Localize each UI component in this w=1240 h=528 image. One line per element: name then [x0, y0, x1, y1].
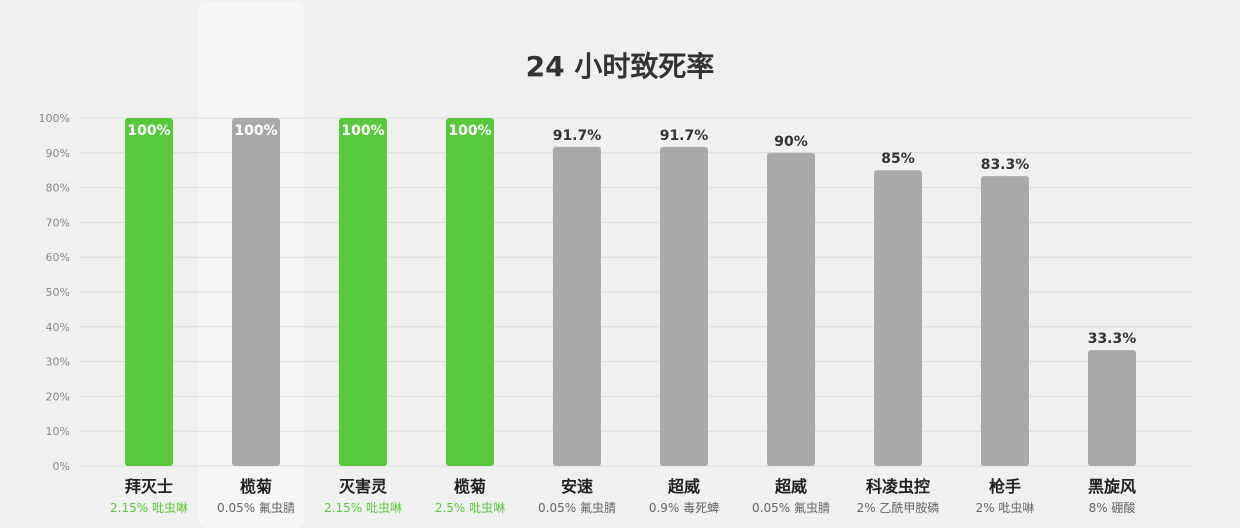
y-tick-label: 50%	[46, 286, 70, 299]
bar	[767, 152, 815, 467]
bar-value-label: 100%	[127, 123, 170, 139]
bar	[339, 118, 387, 466]
bar	[1088, 350, 1136, 466]
bar-value-label: 91.7%	[553, 128, 602, 144]
y-tick-label: 0%	[53, 460, 70, 473]
y-tick-label: 30%	[46, 356, 70, 369]
category-subtitle: 0.05% 氟虫腈	[217, 501, 295, 515]
category-label: 超威	[774, 477, 807, 496]
bar-value-label: 100%	[234, 123, 277, 139]
category-label: 拜灭士	[125, 477, 173, 496]
y-tick-label: 100%	[39, 112, 70, 125]
category-subtitle: 2% 乙酰甲胺磷	[857, 500, 940, 515]
category-subtitle: 2% 吡虫啉	[976, 501, 1035, 515]
category-label: 榄菊	[454, 477, 486, 496]
bar-value-label: 83.3%	[981, 157, 1030, 173]
y-tick-label: 20%	[46, 390, 70, 403]
y-tick-label: 60%	[46, 251, 70, 264]
bar	[553, 146, 601, 466]
bar-value-label: 33.3%	[1088, 331, 1137, 347]
bar-value-label: 90%	[774, 134, 808, 150]
category-subtitle: 8% 硼酸	[1089, 500, 1136, 515]
bar-labels: 100% 拜灭士 2.15% 吡虫啉 100% 榄菊 0.05% 氟虫腈 100% 灭害灵 2.…	[110, 123, 1136, 515]
bar-value-label: 85%	[881, 151, 915, 167]
bars	[125, 118, 1136, 467]
category-subtitle: 0.05% 氟虫腈	[538, 501, 616, 515]
category-subtitle: 2.15% 吡虫啉	[324, 501, 402, 515]
bar-value-label: 100%	[448, 123, 491, 139]
chart-title: 24 小时致死率	[526, 50, 715, 83]
bar-value-label: 91.7%	[660, 128, 709, 144]
category-subtitle: 0.05% 氟虫腈	[752, 501, 830, 515]
category-label: 超威	[667, 477, 700, 496]
category-label: 枪手	[989, 477, 1021, 496]
bar	[660, 146, 708, 466]
y-tick-label: 90%	[46, 147, 70, 160]
category-label: 黑旋风	[1088, 477, 1136, 496]
category-label: 灭害灵	[338, 477, 388, 496]
bar	[232, 118, 280, 466]
bar	[874, 170, 922, 466]
category-subtitle: 2.5% 吡虫啉	[435, 501, 505, 515]
category-label: 安速	[561, 477, 593, 496]
category-label: 榄菊	[240, 477, 272, 496]
category-label: 科凌虫控	[866, 477, 930, 496]
bar	[125, 118, 173, 466]
y-tick-label: 10%	[46, 425, 70, 438]
y-tick-label: 80%	[46, 182, 70, 195]
y-tick-label: 40%	[46, 321, 70, 334]
bar-value-label: 100%	[341, 123, 384, 139]
y-axis-ticks: 0% 10% 20% 30% 40% 50% 60% 70% 80% 90% 100%	[39, 112, 70, 473]
bar	[981, 176, 1029, 466]
bar	[446, 118, 494, 466]
y-tick-label: 70%	[46, 216, 70, 229]
category-subtitle: 0.9% 毒死蜱	[649, 500, 719, 515]
category-subtitle: 2.15% 吡虫啉	[110, 501, 188, 515]
